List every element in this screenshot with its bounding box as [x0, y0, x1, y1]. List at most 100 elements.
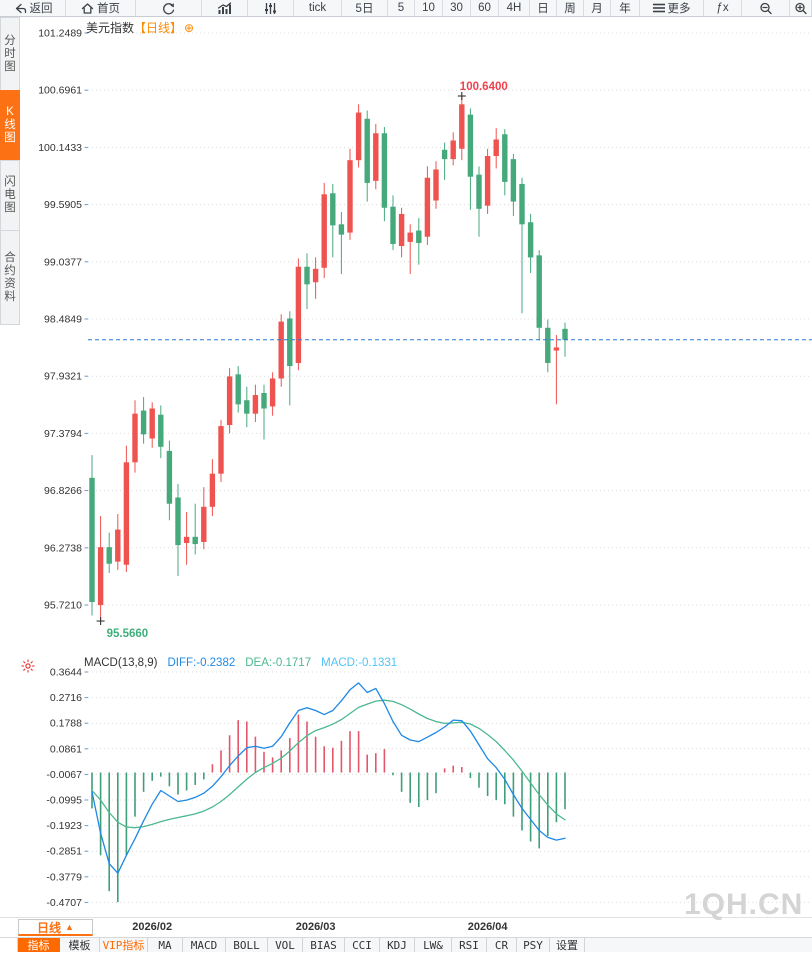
candle — [252, 384, 259, 422]
toolbar-button-home[interactable]: 首页 — [66, 0, 136, 16]
macd-header: MACD(13,8,9) DIFF:-0.2382 DEA:-0.1717 MA… — [84, 657, 397, 669]
toolbar-button-label: 30 — [450, 2, 463, 14]
toolbar-button-refresh[interactable] — [136, 0, 202, 16]
sidebar-tab-char: 合 — [4, 251, 16, 264]
toolbar-button-label: 周 — [564, 3, 576, 15]
sidebar-tab-char: 料 — [4, 290, 16, 303]
refresh-icon — [162, 2, 175, 15]
candle — [330, 183, 336, 258]
sidebar-tab-char: 线 — [4, 119, 16, 131]
y-axis-label: 100.1433 — [38, 142, 82, 154]
indicator-tab-2[interactable]: 模板 — [60, 938, 100, 952]
sidebar-tab-1[interactable]: 分时图 — [0, 17, 20, 91]
candle — [295, 258, 302, 371]
indicator-tab-3[interactable]: VIP指标 — [100, 938, 148, 952]
toolbar-button-min60[interactable]: 60 — [471, 0, 499, 16]
indicator-tab-12[interactable]: RSI — [452, 938, 487, 952]
toolbar-button-zoom-out[interactable] — [742, 0, 790, 16]
indicator-tab-15[interactable]: 设置 — [550, 938, 585, 952]
sidebar-tab-char: 时 — [4, 47, 16, 60]
macd-chart[interactable]: 0.3644 0.2716 0.1788 0.0861 -0.0067 -0.0995 -0… — [20, 655, 812, 917]
candle — [209, 459, 216, 517]
candle — [123, 445, 130, 572]
toolbar-button-zoom-in[interactable] — [790, 0, 812, 16]
candlestick-chart[interactable]: 101.2489 100.6961 100.1433 99.5905 99.0377 98… — [20, 17, 812, 655]
indicator-tab-11[interactable]: LW& — [415, 938, 452, 952]
period-suffix: 【日线】 — [134, 21, 183, 35]
sidebar-tab-char: K — [6, 106, 14, 118]
indicator-settings-icon[interactable] — [21, 659, 35, 678]
indicator-tab-14[interactable]: PSY — [517, 938, 550, 952]
toolbar-button-label: 返回 — [29, 3, 53, 15]
macd-y-axis-label: -0.3779 — [46, 871, 82, 883]
toolbar-button-4h[interactable]: 4H — [499, 0, 530, 16]
toolbar-button-indicator-sliders[interactable] — [248, 0, 294, 16]
toolbar-button-day[interactable]: 日 — [530, 0, 557, 16]
candle — [287, 311, 293, 406]
indicator-tab-1[interactable]: 指标 — [18, 938, 60, 952]
macd-y-axis-label: 0.3644 — [50, 667, 82, 679]
candle — [192, 503, 198, 555]
indicator-tab-5[interactable]: MACD — [183, 938, 226, 952]
candle — [226, 368, 233, 434]
y-axis-label: 99.0377 — [44, 256, 82, 268]
watermark: 1QH.CN — [684, 888, 804, 921]
candle — [433, 161, 439, 209]
toolbar-button-month[interactable]: 月 — [584, 0, 611, 16]
indicator-tab-8[interactable]: BIAS — [303, 938, 345, 952]
period-selector-button[interactable]: 日线 ▲ — [18, 919, 93, 936]
y-axis-label: 96.8266 — [44, 485, 82, 497]
sidebar-tab-char: 约 — [4, 264, 16, 277]
candle — [459, 96, 465, 161]
toolbar-button-min10[interactable]: 10 — [415, 0, 443, 16]
toolbar-button-year[interactable]: 年 — [611, 0, 640, 16]
indicator-tab-9[interactable]: CCI — [345, 938, 380, 952]
diff-line — [91, 682, 566, 874]
x-axis-date-label: 2026/02 — [132, 921, 173, 933]
toolbar-button-min5[interactable]: 5 — [388, 0, 415, 16]
toolbar-button-more[interactable]: 更多 — [640, 0, 704, 16]
candle — [106, 532, 112, 574]
sidebar-tab-char: 图 — [4, 132, 16, 144]
toolbar-button-label: 日 — [537, 3, 549, 15]
toolbar-button-label: 更多 — [667, 3, 691, 15]
indicator-tab-4[interactable]: MA — [148, 938, 183, 952]
period-label: 日线 — [37, 920, 62, 935]
sidebar-tab-4[interactable]: 合约资料 — [0, 230, 20, 325]
indicator-tab-10[interactable]: KDJ — [380, 938, 415, 952]
candle — [338, 211, 345, 274]
toolbar-button-fx[interactable]: ƒx — [704, 0, 742, 16]
symbol-name: 美元指数 — [86, 21, 135, 35]
macd-y-axis-label: -0.1923 — [46, 820, 82, 832]
toolbar-button-label: 月 — [591, 3, 603, 15]
macd-macd-value: MACD:-0.1331 — [321, 657, 398, 669]
zoom-in-icon — [794, 2, 808, 15]
y-axis-label: 100.6961 — [38, 85, 82, 97]
candle — [502, 129, 508, 196]
toolbar-button-min30[interactable]: 30 — [443, 0, 471, 16]
candle — [381, 127, 388, 222]
sidebar-tab-char: 电 — [4, 189, 16, 201]
x-axis-row: 日线 ▲ 2026/02 2026/03 2026/04 — [0, 917, 812, 937]
macd-diff-value: DIFF:-0.2382 — [167, 657, 236, 669]
candle — [424, 166, 431, 246]
indicator-tab-6[interactable]: BOLL — [226, 938, 268, 952]
expand-icon[interactable]: ⊕ — [184, 21, 195, 35]
indicator-tab-7[interactable]: VOL — [268, 938, 303, 952]
toolbar-button-label: ƒx — [716, 2, 729, 14]
toolbar-button-week[interactable]: 周 — [557, 0, 584, 16]
toolbar-button-chart-style[interactable] — [202, 0, 248, 16]
indicator-tab-13[interactable]: CR — [487, 938, 517, 952]
candle — [261, 384, 267, 440]
candle — [407, 224, 413, 274]
candle — [304, 253, 310, 310]
candle — [519, 177, 525, 314]
y-axis-label: 99.5905 — [44, 199, 82, 211]
toolbar-button-label: 4H — [506, 2, 522, 14]
toolbar-button-tick[interactable]: tick — [294, 0, 342, 16]
svg-text:100.6400: 100.6400 — [460, 81, 508, 93]
toolbar-button-5d[interactable]: 5日 — [342, 0, 388, 16]
sidebar-tab-3[interactable]: 闪电图 — [0, 160, 20, 231]
toolbar-button-back[interactable]: 返回 — [0, 0, 66, 16]
